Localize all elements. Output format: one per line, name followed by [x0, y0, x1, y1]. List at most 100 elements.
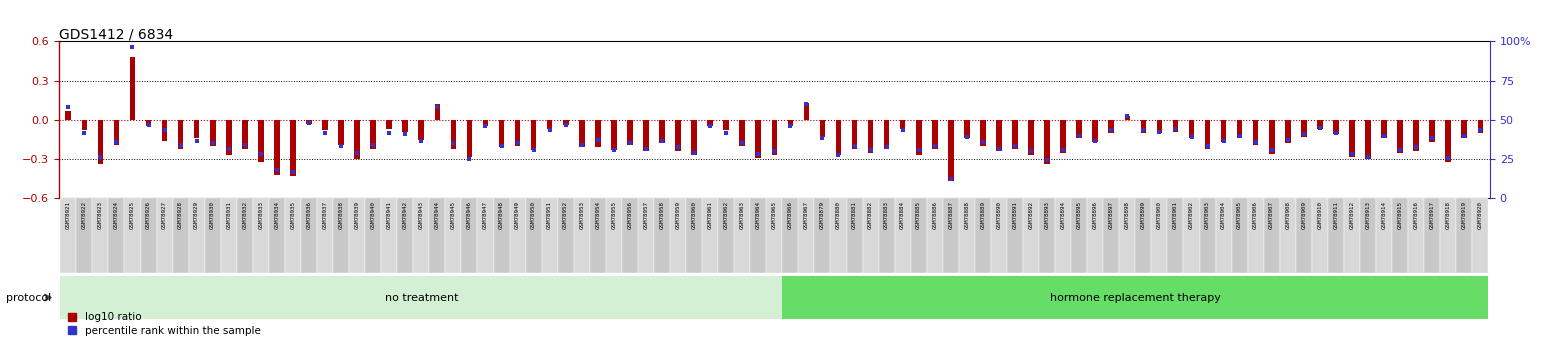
Bar: [1478, 120, 1484, 133]
Text: GSM78963: GSM78963: [740, 200, 744, 229]
Bar: [65, 111, 71, 120]
Text: GSM78889: GSM78889: [980, 200, 985, 229]
Bar: [1252, 120, 1258, 145]
Text: GSM78896: GSM78896: [1093, 200, 1098, 229]
Text: GSM78928: GSM78928: [178, 200, 184, 229]
Bar: [740, 120, 746, 146]
Text: GDS1412 / 6834: GDS1412 / 6834: [59, 27, 173, 41]
Bar: [883, 120, 889, 149]
Text: GSM78944: GSM78944: [435, 200, 440, 229]
Bar: [1135, 198, 1152, 273]
Text: GSM78917: GSM78917: [1430, 200, 1434, 229]
Text: GSM78964: GSM78964: [755, 200, 761, 229]
Bar: [1172, 120, 1178, 132]
Bar: [1013, 120, 1017, 149]
Bar: [210, 120, 216, 146]
Bar: [547, 120, 553, 129]
Bar: [418, 120, 425, 139]
Text: GSM78892: GSM78892: [1028, 200, 1033, 229]
Text: GSM78893: GSM78893: [1045, 200, 1050, 229]
Text: GSM78883: GSM78883: [885, 200, 889, 229]
Bar: [1237, 120, 1243, 138]
Bar: [991, 198, 1007, 273]
Text: GSM78958: GSM78958: [659, 200, 664, 229]
Bar: [1328, 198, 1343, 273]
Bar: [772, 120, 777, 155]
Bar: [1332, 120, 1339, 134]
Bar: [1430, 120, 1434, 142]
Text: GSM78959: GSM78959: [676, 200, 681, 229]
Bar: [557, 198, 574, 273]
Bar: [242, 120, 247, 149]
Bar: [980, 120, 985, 146]
Bar: [1119, 198, 1135, 273]
Bar: [338, 120, 344, 145]
Bar: [852, 120, 857, 149]
Bar: [1441, 198, 1456, 273]
Bar: [1365, 120, 1371, 159]
Bar: [1393, 198, 1408, 273]
Bar: [1295, 198, 1312, 273]
Bar: [466, 120, 472, 157]
Bar: [269, 198, 286, 273]
Bar: [703, 198, 718, 273]
Bar: [1473, 198, 1488, 273]
Bar: [959, 198, 974, 273]
Text: GSM78935: GSM78935: [290, 200, 295, 229]
Bar: [916, 120, 922, 155]
Bar: [1269, 120, 1274, 154]
Text: GSM78899: GSM78899: [1141, 200, 1146, 229]
Bar: [1028, 120, 1034, 155]
Bar: [766, 198, 783, 273]
Bar: [514, 120, 520, 146]
Text: GSM78966: GSM78966: [787, 200, 794, 229]
Text: GSM78951: GSM78951: [547, 200, 553, 229]
Bar: [451, 120, 455, 149]
Bar: [205, 198, 221, 273]
Bar: [638, 198, 655, 273]
Bar: [1248, 198, 1263, 273]
Text: GSM78906: GSM78906: [1254, 200, 1258, 229]
Bar: [1109, 120, 1115, 133]
Bar: [403, 120, 408, 132]
Text: GSM78882: GSM78882: [868, 200, 872, 229]
Text: GSM78920: GSM78920: [1478, 200, 1482, 229]
Bar: [225, 120, 232, 155]
Bar: [499, 120, 505, 147]
Bar: [76, 198, 93, 273]
Bar: [483, 120, 488, 126]
Bar: [1312, 198, 1328, 273]
Bar: [1072, 198, 1087, 273]
Bar: [894, 198, 911, 273]
Bar: [162, 120, 167, 141]
Bar: [1184, 198, 1200, 273]
Bar: [1087, 198, 1104, 273]
Legend: log10 ratio, percentile rank within the sample: log10 ratio, percentile rank within the …: [63, 308, 264, 340]
Bar: [1039, 198, 1055, 273]
Bar: [1156, 120, 1163, 133]
Bar: [750, 198, 766, 273]
Text: GSM78913: GSM78913: [1365, 200, 1371, 229]
Bar: [655, 198, 670, 273]
Bar: [1376, 198, 1393, 273]
Bar: [434, 104, 440, 120]
Bar: [755, 120, 761, 158]
Text: GSM78911: GSM78911: [1334, 200, 1339, 229]
Bar: [397, 198, 414, 273]
Bar: [863, 198, 879, 273]
Bar: [579, 120, 585, 147]
Text: GSM78898: GSM78898: [1126, 200, 1130, 229]
Text: GSM78885: GSM78885: [916, 200, 922, 229]
Text: GSM78952: GSM78952: [564, 200, 568, 229]
Text: GSM78880: GSM78880: [835, 200, 841, 229]
Bar: [1007, 198, 1024, 273]
Bar: [1317, 120, 1323, 129]
Bar: [1024, 198, 1039, 273]
Text: GSM78941: GSM78941: [386, 200, 392, 229]
Text: GSM78915: GSM78915: [1397, 200, 1402, 229]
Bar: [831, 198, 846, 273]
Bar: [963, 120, 970, 138]
Bar: [707, 120, 713, 126]
Text: GSM78950: GSM78950: [531, 200, 536, 229]
Text: GSM78916: GSM78916: [1414, 200, 1419, 229]
